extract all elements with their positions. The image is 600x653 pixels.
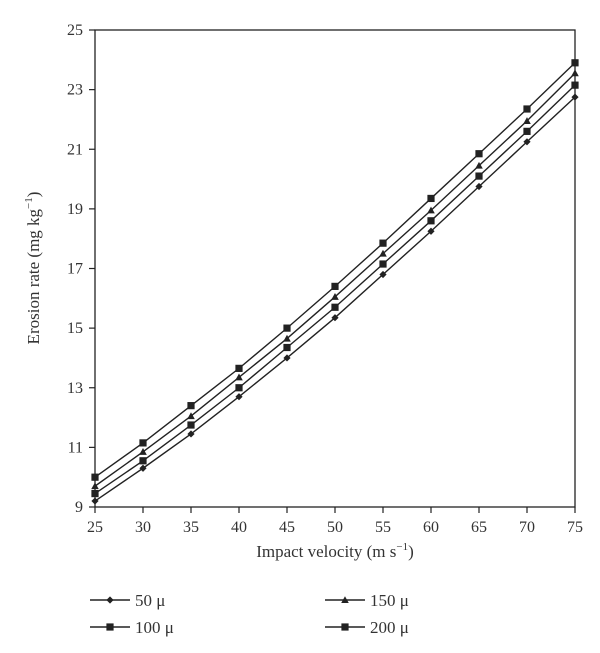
data-point	[139, 448, 147, 455]
legend-marker	[341, 596, 349, 604]
legend-marker	[106, 623, 114, 631]
data-point	[91, 473, 99, 481]
data-point	[523, 127, 531, 135]
data-point	[187, 402, 195, 410]
legend-item: 150 μ	[325, 591, 409, 610]
data-point	[523, 117, 531, 124]
data-point	[283, 334, 291, 342]
legend: 50 μ 100 μ 150 μ 200 μ	[90, 591, 409, 637]
x-axis-ticks: 25 30 35 40 45 50 55 60 65 70 75	[87, 507, 583, 536]
data-point	[571, 81, 579, 89]
data-point	[427, 194, 435, 203]
data-point	[331, 282, 339, 290]
data-point	[91, 497, 99, 505]
y-tick-label: 25	[67, 22, 83, 39]
x-tick-label: 75	[567, 519, 583, 536]
x-tick-label: 65	[471, 519, 487, 536]
data-point	[427, 217, 435, 225]
data-point	[571, 93, 579, 101]
x-tick-label: 50	[327, 519, 343, 536]
data-point	[283, 324, 291, 332]
data-point	[331, 293, 339, 300]
data-point	[571, 59, 579, 67]
legend-label: 50 μ	[135, 591, 165, 610]
data-point	[235, 393, 243, 401]
data-point	[139, 457, 147, 465]
series-2	[91, 81, 579, 498]
plot-frame	[94, 29, 576, 508]
legend-item: 100 μ	[90, 618, 174, 637]
legend-label: 150 μ	[370, 591, 409, 610]
data-point	[427, 206, 435, 214]
series-layer	[91, 59, 579, 505]
data-point	[91, 489, 99, 498]
data-point	[187, 412, 195, 420]
series-3	[91, 69, 579, 490]
data-point	[187, 430, 195, 438]
y-tick-label: 13	[67, 380, 83, 397]
legend-marker	[106, 596, 114, 604]
y-tick-label: 15	[67, 320, 83, 337]
legend-label: 100 μ	[135, 618, 174, 637]
data-point	[379, 260, 387, 268]
data-point	[331, 314, 339, 322]
data-point	[475, 161, 483, 169]
legend-marker	[341, 623, 349, 631]
y-tick-label: 17	[67, 261, 83, 278]
x-tick-label: 35	[183, 519, 199, 536]
data-point	[235, 364, 243, 372]
series-1	[91, 93, 579, 505]
data-point	[571, 69, 579, 77]
data-point	[523, 138, 531, 146]
series-line	[94, 62, 576, 478]
x-tick-label: 30	[135, 519, 151, 536]
data-point	[427, 227, 435, 235]
legend-label: 200 μ	[370, 618, 409, 637]
x-tick-label: 70	[519, 519, 535, 536]
data-point	[235, 373, 243, 381]
data-point	[475, 182, 483, 191]
data-point	[283, 354, 291, 362]
data-point	[283, 343, 291, 352]
data-point	[91, 482, 99, 490]
y-tick-label: 11	[68, 439, 83, 456]
x-tick-label: 25	[87, 519, 103, 536]
data-point	[235, 384, 243, 392]
data-point	[475, 150, 483, 158]
x-tick-label: 60	[423, 519, 439, 536]
y-tick-label: 9	[75, 499, 83, 516]
y-tick-label: 23	[67, 82, 83, 99]
data-point	[139, 464, 147, 472]
data-point	[187, 421, 195, 429]
data-point	[139, 439, 147, 447]
data-point	[523, 105, 531, 113]
y-tick-label: 19	[67, 201, 83, 218]
data-point	[331, 303, 339, 311]
x-tick-label: 40	[231, 519, 247, 536]
data-point	[379, 239, 387, 247]
series-4	[91, 59, 579, 481]
y-axis-ticks: 9 11 13 15 17 19 21 23 25	[67, 22, 95, 516]
legend-item: 50 μ	[90, 591, 165, 610]
x-tick-label: 45	[279, 519, 295, 536]
y-axis-title: Erosion rate (mg kg−1)	[23, 192, 43, 345]
x-axis-title: Impact velocity (m s−1)	[256, 541, 414, 561]
x-tick-label: 55	[375, 519, 391, 536]
y-tick-label: 21	[67, 141, 83, 158]
data-point	[379, 249, 387, 257]
legend-item: 200 μ	[325, 618, 409, 637]
data-point	[475, 172, 483, 180]
data-point	[379, 270, 387, 279]
